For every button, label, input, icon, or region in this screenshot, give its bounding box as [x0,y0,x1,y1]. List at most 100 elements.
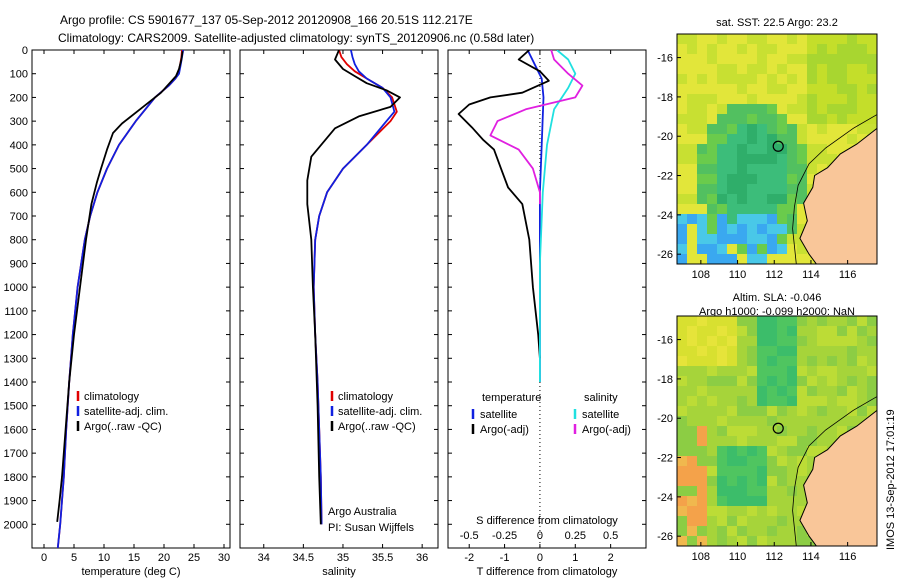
sst-map-cell [747,104,758,115]
sla-map-cell [707,416,718,427]
sst-map-cell [687,104,698,115]
sla-map-cell [757,516,768,527]
sst-map-cell [817,124,828,135]
sst-map-cell [827,84,838,95]
sst-map-cell [767,224,778,235]
sla-map-cell [767,436,778,447]
sst-map-cell [867,114,877,125]
sst-map-cell [797,84,808,95]
sst-map-cell [677,144,688,155]
sla-map-cell [687,386,698,397]
sst-map-cell [737,184,748,195]
sla-map-cell [727,416,738,427]
sla-map-cell [687,466,698,477]
sst-map-cell [717,34,728,45]
sst-map-cell [767,194,778,205]
sla-map-cell [717,436,728,447]
sla-map-cell [707,426,718,437]
sla-map-cell [677,516,688,527]
sst-map-frame [676,33,878,265]
sla-map-cell [727,346,738,357]
sla-map-cell [717,426,728,437]
sla-map-cell [747,436,758,447]
temperature-legend-label: satellite-adj. clim. [84,406,168,418]
sst-map-cell [817,34,828,45]
sla-map-cell [857,356,868,367]
sst-map-cell [797,124,808,135]
sst-map-cell [687,234,698,245]
sst-map-cell [717,244,728,255]
sst-map-cell [807,104,818,115]
sla-map-cell [747,496,758,507]
temperature-legend-label: climatology [84,391,140,403]
sst-map-cell [797,244,808,255]
sst-map-cell [717,94,728,105]
sst-map-cell [757,34,768,45]
salinity-xtick-label: 35 [337,552,349,564]
sst-map-cell [717,184,728,195]
sla-map-cell [767,406,778,417]
sla-map-cell [737,446,748,457]
sst-map-cell [767,134,778,145]
sst-map-cell [797,134,808,145]
sla-map-cell [727,526,738,537]
sla-map-cell [817,406,828,417]
sst-map-cell [737,74,748,85]
sst-map-cell [767,44,778,55]
sla-map-cell [767,446,778,457]
sla-map-cell [767,536,778,546]
sla-map-cell [807,376,818,387]
sst-map-cell [737,104,748,115]
sst-map-cell [767,74,778,85]
sst-map-cell [747,154,758,165]
sst-map-xtick-label: 112 [765,269,783,281]
sst-map-cell [687,134,698,145]
sst-map-cell [717,164,728,175]
sla-map-cell [837,346,848,357]
sla-map-cell [727,356,738,367]
sst-map-cell [817,94,828,105]
sst-map-cell [707,154,718,165]
sla-map-cell [797,486,808,497]
sst-map-land [799,127,877,264]
sla-map-cell [807,456,818,467]
sla-map-cell [727,536,738,546]
temperature-ytick-label: 100 [10,69,28,81]
sst-map-cell [727,124,738,135]
sla-map-cell [787,336,798,347]
sla-map-cell [757,396,768,407]
sst-map-cell [837,134,848,145]
sst-map-cell [857,104,868,115]
sst-map-cell [807,84,818,95]
sst-map-cell [867,124,877,135]
sst-map-cell [677,164,688,175]
sst-map-cell [677,174,688,185]
sla-map-ytick-label: -26 [657,531,673,543]
sla-map-cell [787,356,798,367]
timestamp-label: IMOS 13-Sep-2012 17:01:19 [885,409,897,550]
sla-map-cell [797,446,808,457]
sst-map-ytick-label: -18 [657,92,673,104]
temperature-xtick-label: 15 [128,552,140,564]
sla-map-cell [697,446,708,457]
sla-map-cell [737,416,748,427]
sla-map-cell [837,326,848,337]
sst-map-cell [807,154,818,165]
sst-map-cell [817,144,828,155]
sst-map-cell [747,74,758,85]
sla-map-ytick-label: -24 [657,492,673,504]
sla-map-cell [797,506,808,517]
sst-map-cell [727,94,738,105]
sla-map-cell [687,336,698,347]
sla-map-cell [717,476,728,487]
sla-map-cell [687,496,698,507]
sla-map-cell [747,516,758,527]
sla-map-cell [737,426,748,437]
sst-map-cell [837,114,848,125]
sst-map-cell [747,34,758,45]
sst-map-cell [827,144,838,155]
sst-map-ytick-label: -22 [657,171,673,183]
sla-map-cell [827,396,838,407]
sst-map-cell [727,154,738,165]
sla-map-cell [857,346,868,357]
